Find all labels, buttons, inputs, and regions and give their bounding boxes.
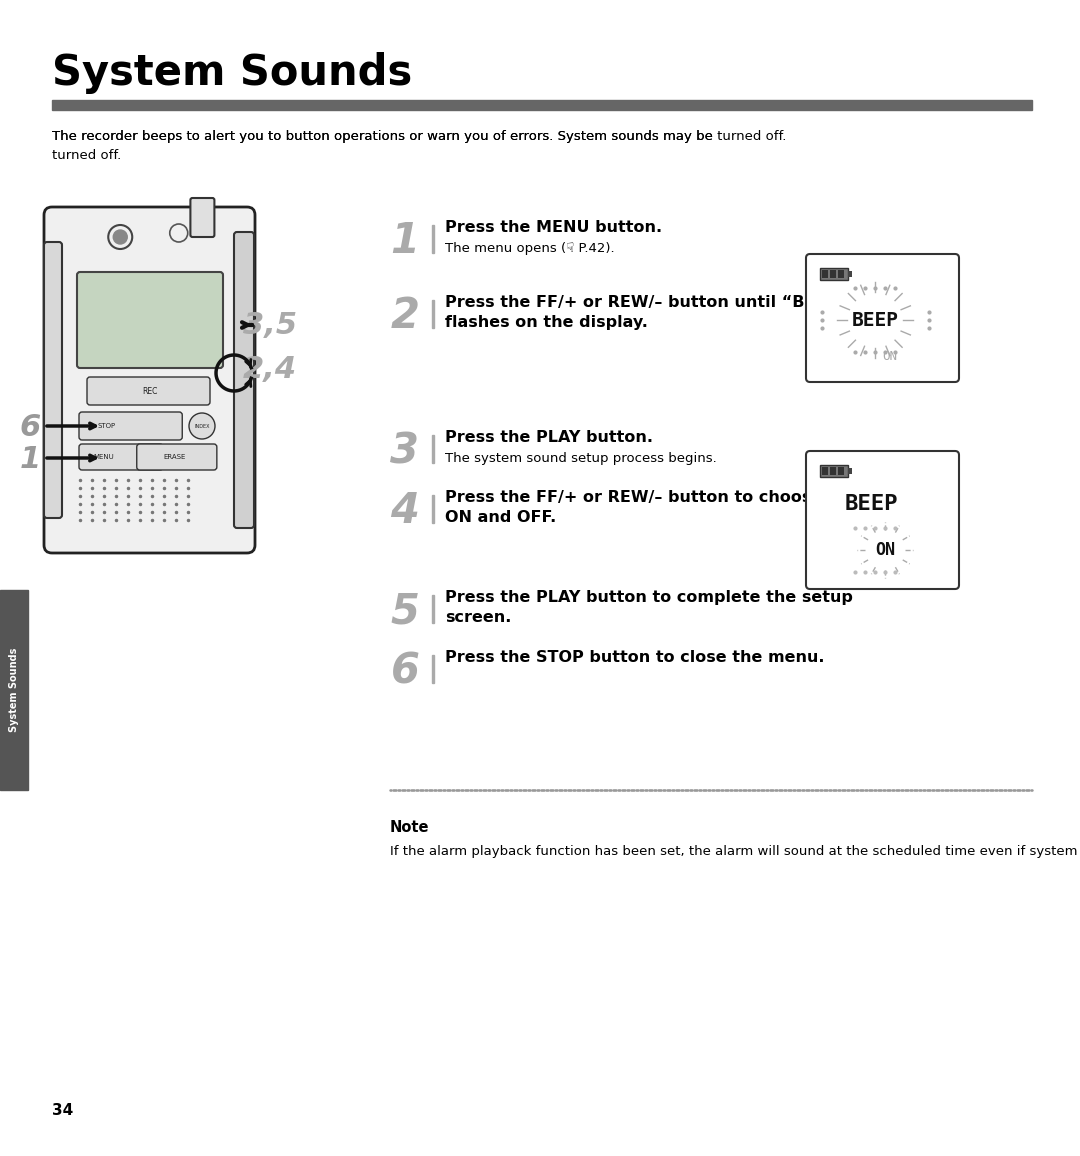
FancyBboxPatch shape [137, 444, 217, 470]
Bar [432, 495, 434, 523]
Bar [831, 467, 836, 475]
FancyBboxPatch shape [806, 451, 959, 590]
Text: Press the PLAY button to complete the setup
screen.: Press the PLAY button to complete the se… [445, 590, 853, 624]
FancyBboxPatch shape [234, 232, 254, 528]
Text: Press the PLAY button.: Press the PLAY button. [445, 430, 653, 445]
FancyBboxPatch shape [87, 377, 210, 405]
Bar [0, 590, 28, 790]
Text: 6: 6 [391, 650, 419, 692]
Text: The menu opens (☟ P.42).: The menu opens (☟ P.42). [445, 242, 615, 255]
Bar [831, 271, 836, 277]
Bar [820, 268, 848, 280]
FancyBboxPatch shape [806, 254, 959, 381]
Bar [848, 271, 852, 277]
Bar [822, 271, 828, 277]
Text: 3,5: 3,5 [243, 311, 297, 340]
Text: 1: 1 [19, 445, 41, 474]
Bar [432, 435, 434, 464]
Text: INDEX: INDEX [194, 423, 210, 429]
Text: ON: ON [882, 350, 897, 363]
FancyBboxPatch shape [77, 272, 222, 368]
Text: 3: 3 [391, 430, 419, 472]
Text: System Sounds: System Sounds [52, 52, 413, 94]
Text: BEEP: BEEP [852, 311, 899, 329]
Text: Press the FF/+ or REW/– button to choose between
ON and OFF.: Press the FF/+ or REW/– button to choose… [445, 490, 906, 525]
Bar [838, 467, 843, 475]
FancyBboxPatch shape [79, 412, 183, 440]
Text: The recorder beeps to alert you to button operations or warn you of errors. Syst: The recorder beeps to alert you to butto… [52, 129, 713, 162]
Circle shape [189, 413, 215, 439]
Text: Press the FF/+ or REW/– button until “BEEP”
flashes on the display.: Press the FF/+ or REW/– button until “BE… [445, 295, 849, 329]
Bar [432, 655, 434, 683]
Bar [838, 271, 843, 277]
Text: 2,4: 2,4 [243, 356, 297, 385]
Text: System Sounds: System Sounds [9, 647, 19, 732]
FancyBboxPatch shape [79, 444, 163, 470]
Bar [820, 465, 848, 477]
Bar [848, 468, 852, 474]
Text: If the alarm playback function has been set, the alarm will sound at the schedul: If the alarm playback function has been … [390, 845, 1080, 858]
Text: BEEP: BEEP [845, 495, 897, 514]
Bar [52, 101, 1032, 110]
Circle shape [113, 230, 127, 244]
FancyBboxPatch shape [190, 198, 215, 237]
Text: ON: ON [876, 541, 895, 558]
Text: Note: Note [390, 820, 430, 835]
Text: Press the MENU button.: Press the MENU button. [445, 220, 662, 235]
Text: REC: REC [141, 386, 158, 395]
Text: 4: 4 [391, 490, 419, 532]
Text: ERASE: ERASE [164, 454, 186, 460]
Text: Press the STOP button to close the menu.: Press the STOP button to close the menu. [445, 650, 824, 665]
FancyBboxPatch shape [44, 242, 62, 518]
Bar [432, 301, 434, 328]
Text: 1: 1 [391, 220, 419, 262]
Bar [432, 225, 434, 253]
FancyBboxPatch shape [44, 207, 255, 553]
Bar [822, 467, 828, 475]
Text: STOP: STOP [98, 423, 116, 429]
Text: MENU: MENU [94, 454, 114, 460]
Text: 2: 2 [391, 295, 419, 338]
Bar [432, 595, 434, 623]
Text: 5: 5 [391, 590, 419, 632]
Text: 34: 34 [52, 1103, 73, 1118]
Text: The system sound setup process begins.: The system sound setup process begins. [445, 452, 717, 465]
Text: The recorder beeps to alert you to button operations or warn you of errors. Syst: The recorder beeps to alert you to butto… [52, 129, 786, 143]
Text: 6: 6 [19, 413, 41, 442]
